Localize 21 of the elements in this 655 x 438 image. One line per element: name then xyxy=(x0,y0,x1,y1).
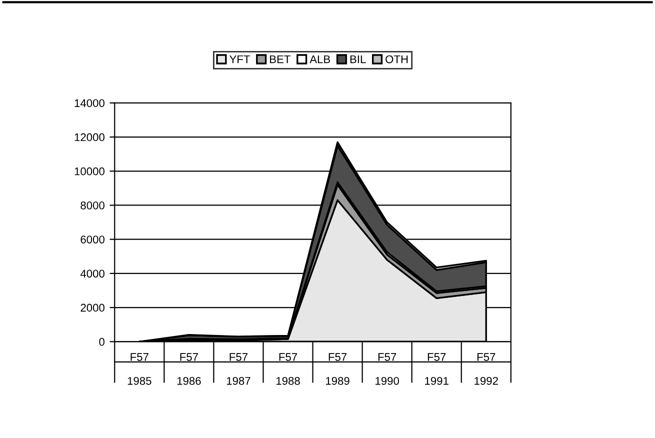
y-tick-label: 4000 xyxy=(80,270,104,278)
legend-label: OTH xyxy=(386,55,408,64)
category-label: F57 1985 xyxy=(128,353,152,385)
y-tick-label: 0 xyxy=(99,338,104,346)
y-tick-label: 12000 xyxy=(74,133,104,142)
y-tick-label: 2000 xyxy=(80,304,104,312)
category-label: F57 1988 xyxy=(276,353,300,385)
legend-label: BET xyxy=(270,55,290,64)
category-label: F57 1987 xyxy=(226,353,250,385)
category-label: F57 1992 xyxy=(474,353,498,385)
y-tick-label: 6000 xyxy=(80,236,104,244)
category-label: F57 1991 xyxy=(425,353,448,385)
category-label: F57 1986 xyxy=(177,353,201,385)
category-label: F57 1989 xyxy=(326,353,350,385)
category-label: F57 1990 xyxy=(376,353,399,385)
y-tick-label: 14000 xyxy=(74,99,104,108)
legend-label: YFT xyxy=(229,55,250,64)
y-tick-label: 10000 xyxy=(74,167,104,176)
y-tick-label: 8000 xyxy=(80,202,104,210)
legend-label: BIL xyxy=(350,55,366,64)
legend-label: ALB xyxy=(310,55,330,64)
